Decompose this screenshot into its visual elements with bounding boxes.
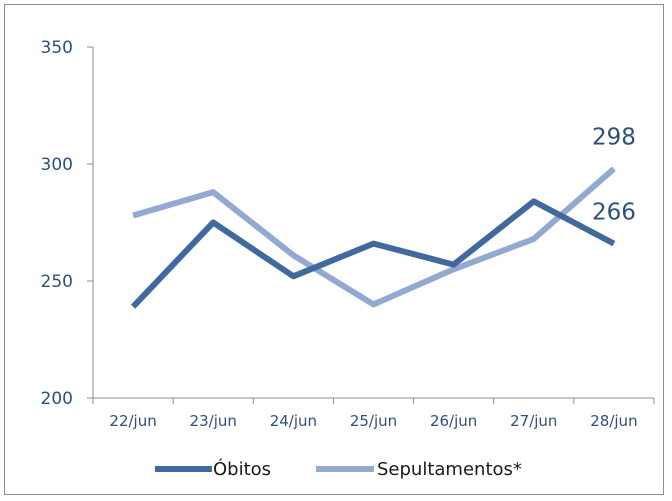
chart-frame: 200 250 300 350 22/jun 23/jun 24/jun 25/jun 26/j… — [4, 4, 664, 495]
x-tick-label: 23/jun — [190, 412, 237, 430]
x-tick-label: 22/jun — [109, 412, 156, 430]
line-chart: 200 250 300 350 22/jun 23/jun 24/jun 25/jun 26/j… — [41, 38, 655, 480]
y-tick-label: 350 — [41, 38, 73, 58]
y-tick-label: 250 — [41, 272, 73, 292]
x-tick-label: 24/jun — [270, 412, 317, 430]
y-tick-label: 300 — [41, 155, 73, 175]
x-tick-label: 25/jun — [350, 412, 397, 430]
data-label: 266 — [592, 200, 636, 226]
series-line-obitos — [130, 198, 616, 309]
data-label: 298 — [592, 125, 636, 151]
series-line-sepultamentos — [132, 166, 616, 308]
legend-label: Óbitos — [213, 458, 271, 480]
x-tick-label: 27/jun — [510, 412, 557, 430]
legend-label: Sepultamentos* — [377, 459, 522, 480]
y-tick-label: 200 — [41, 389, 73, 409]
x-tick-label: 28/jun — [590, 412, 637, 430]
x-tick-label: 26/jun — [430, 412, 477, 430]
